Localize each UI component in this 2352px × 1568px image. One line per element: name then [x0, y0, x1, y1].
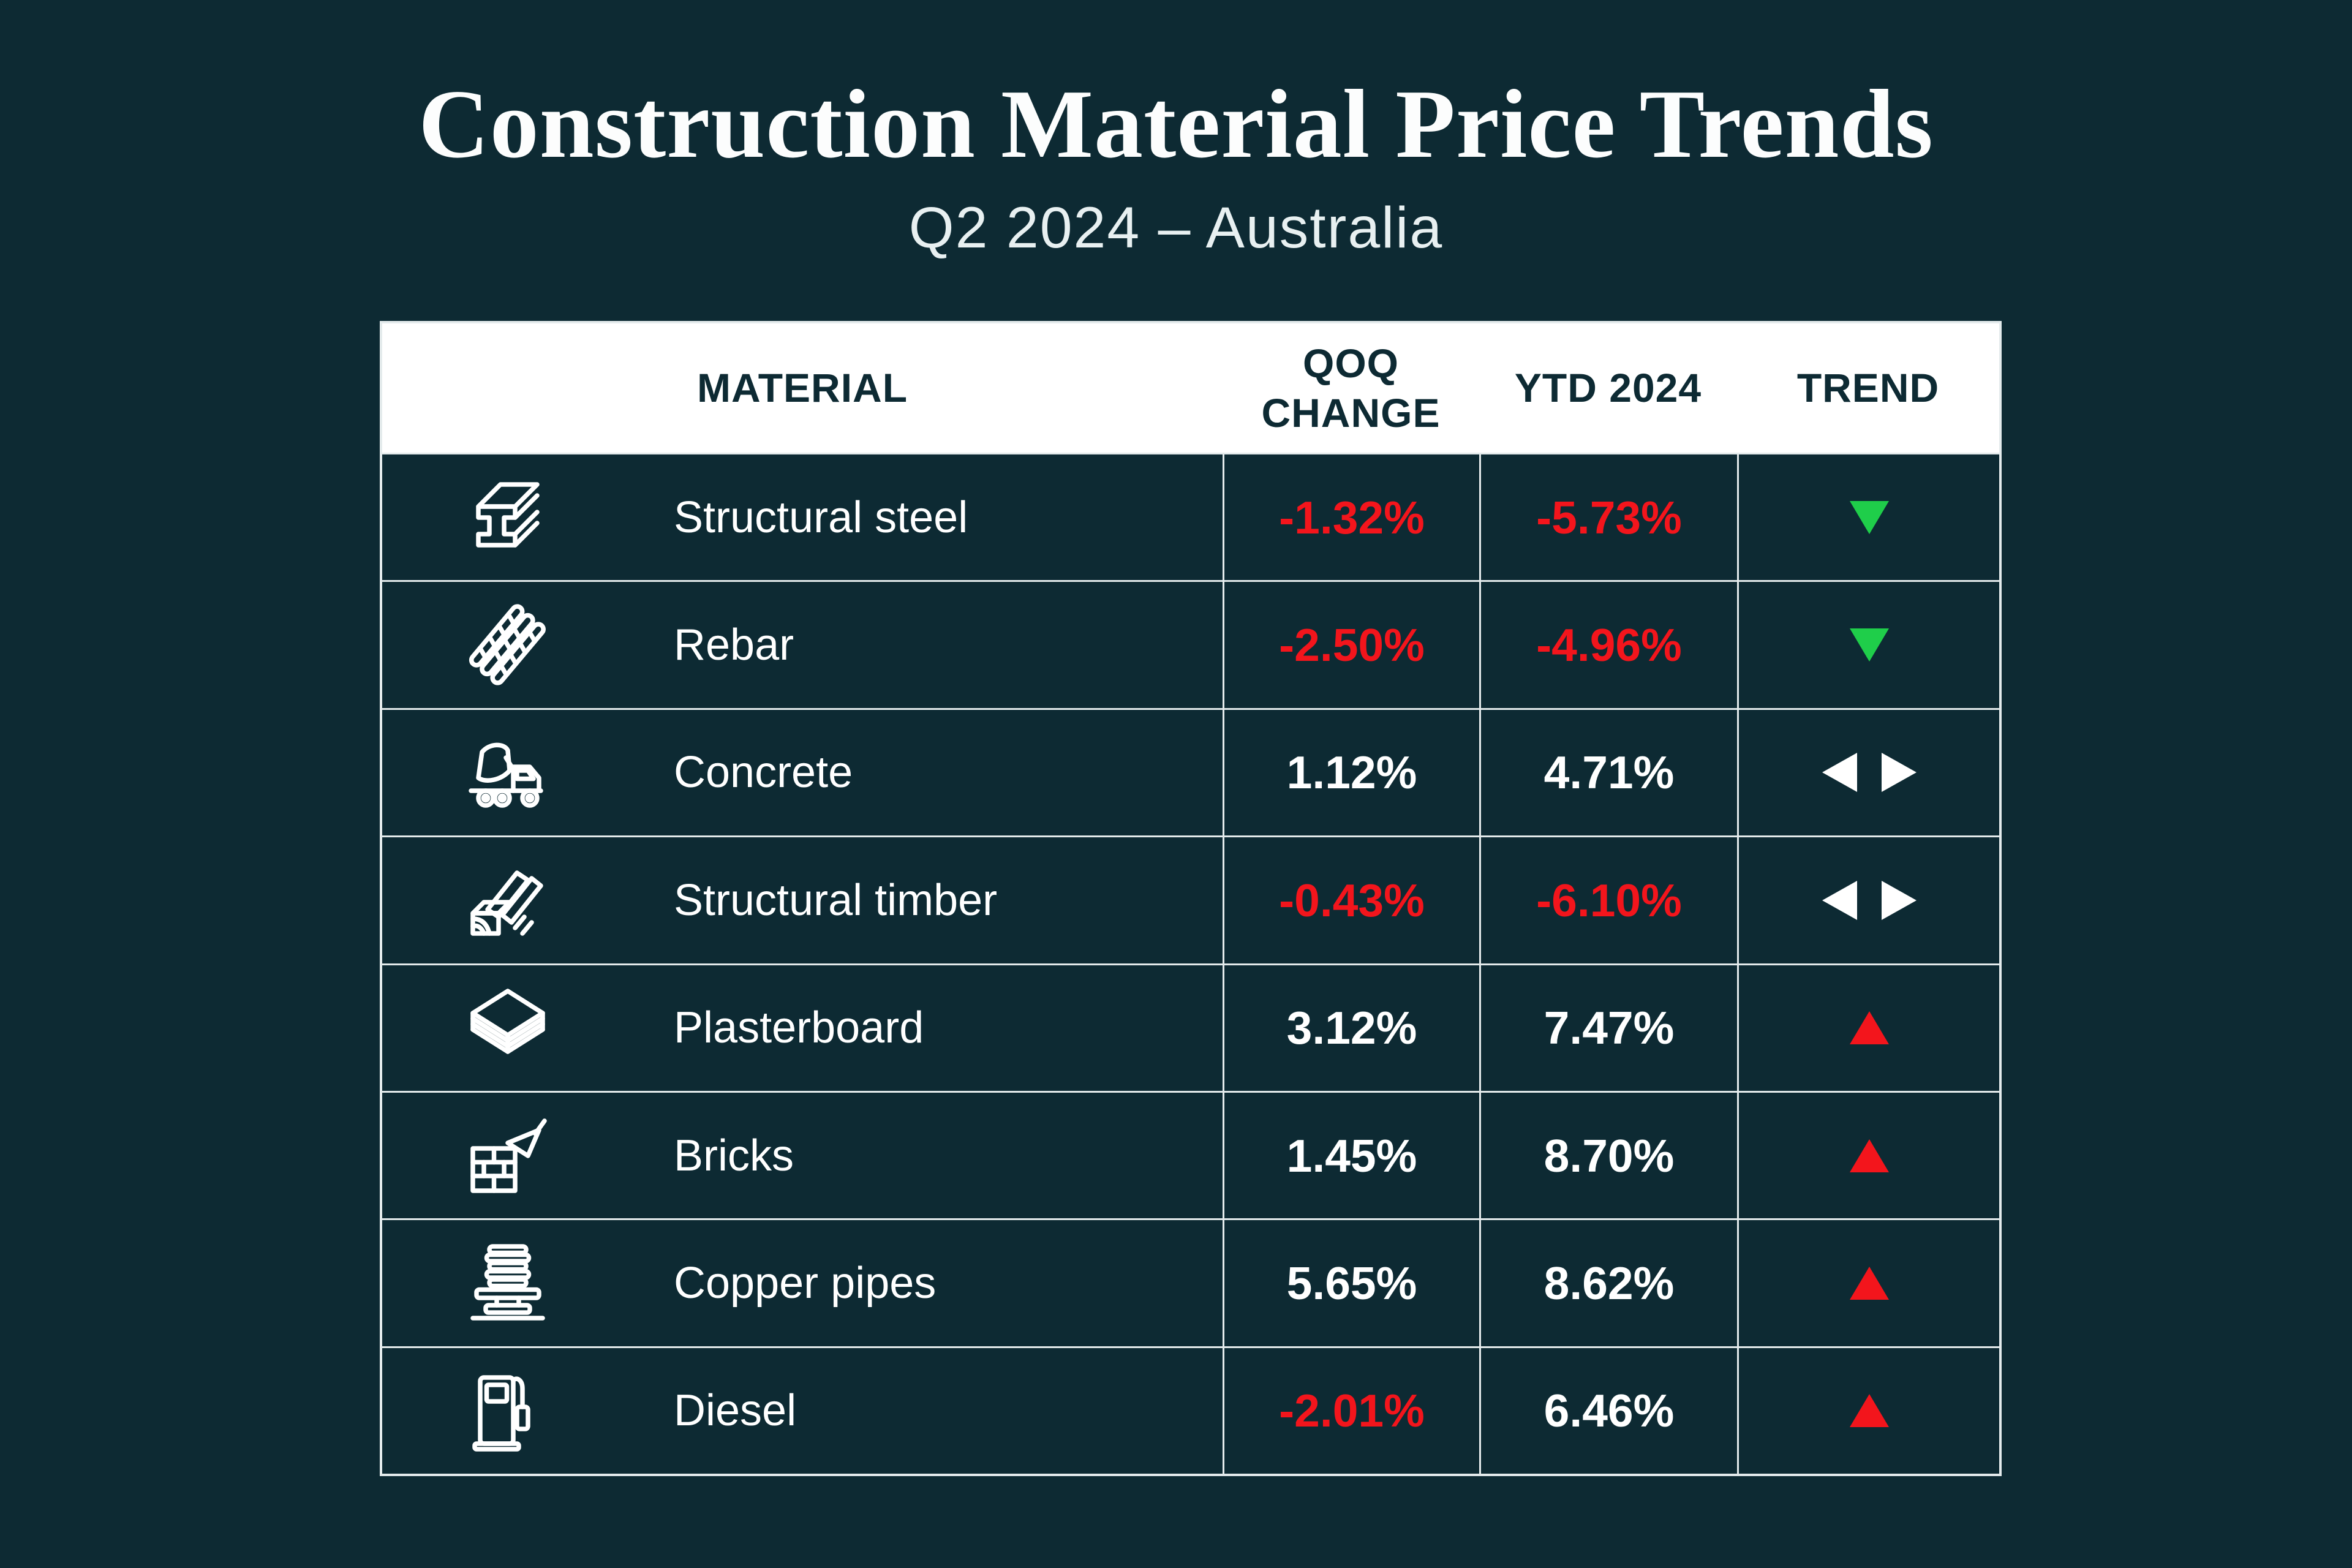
column-header-trend: TREND	[1796, 365, 1940, 411]
material-cell: Plasterboard	[382, 965, 1223, 1091]
trend-cell	[1737, 1220, 1999, 1346]
material-cell: Structural steel	[382, 454, 1223, 580]
page-title: Construction Material Price Trends	[418, 69, 1934, 178]
table-row: Structural timber -0.43% -6.10%	[382, 835, 1999, 963]
trend-down-icon	[1849, 628, 1889, 662]
column-header-qoq-change: QOQ CHANGE	[1261, 340, 1441, 435]
table-row: Structural steel -1.32% -5.73%	[382, 453, 1999, 581]
ytd-2024-value: 8.70%	[1544, 1129, 1675, 1182]
trend-up-icon	[1849, 1394, 1889, 1428]
page-subtitle: Q2 2024 – Australia	[908, 195, 1444, 260]
trend-cell	[1737, 1092, 1999, 1219]
timber-icon	[462, 854, 554, 946]
trend-cell	[1737, 965, 1999, 1091]
material-cell: Structural timber	[382, 837, 1223, 963]
qoq-change-value: 5.65%	[1286, 1257, 1417, 1309]
material-label: Structural timber	[674, 875, 998, 925]
trend-up-icon	[1849, 1139, 1889, 1172]
material-cell: Copper pipes	[382, 1220, 1223, 1346]
table-row: Concrete 1.12% 4.71%	[382, 707, 1999, 836]
qoq-change-value: 1.45%	[1286, 1129, 1417, 1182]
ytd-2024-value: -6.10%	[1536, 874, 1682, 926]
qoq-change-value: -0.43%	[1279, 874, 1425, 926]
table-row: Rebar -2.50% -4.96%	[382, 580, 1999, 708]
material-cell: Concrete	[382, 710, 1223, 835]
table-body: Structural steel -1.32% -5.73% Rebar -2.…	[382, 453, 1999, 1474]
table-header: MATERIAL QOQ CHANGE YTD 2024 TREND	[382, 323, 1999, 453]
qoq-change-value: -1.32%	[1279, 491, 1425, 543]
material-label: Structural steel	[674, 492, 968, 542]
material-label: Diesel	[674, 1386, 797, 1436]
material-label: Copper pipes	[674, 1258, 937, 1308]
trend-neutral-icon	[1822, 753, 1917, 793]
trend-cell	[1737, 709, 1999, 836]
table-row: Bricks 1.45% 8.70%	[382, 1090, 1999, 1219]
diesel-icon	[462, 1365, 554, 1457]
material-cell: Rebar	[382, 582, 1223, 707]
qoq-change-value: 1.12%	[1286, 747, 1417, 799]
trend-cell	[1737, 582, 1999, 708]
qoq-change-value: -2.50%	[1279, 619, 1425, 671]
material-label: Bricks	[674, 1131, 794, 1180]
column-header-ytd-2024: YTD 2024	[1514, 365, 1702, 411]
material-label: Concrete	[674, 748, 853, 797]
material-cell: Bricks	[382, 1093, 1223, 1218]
concrete-mixer-icon	[462, 726, 554, 818]
ytd-2024-value: -4.96%	[1536, 619, 1682, 671]
ytd-2024-value: 4.71%	[1544, 747, 1675, 799]
steel-beam-icon	[462, 472, 554, 564]
qoq-change-value: 3.12%	[1286, 1002, 1417, 1054]
material-label: Plasterboard	[674, 1003, 924, 1053]
trend-up-icon	[1849, 1011, 1889, 1045]
table-row: Copper pipes 5.65% 8.62%	[382, 1218, 1999, 1346]
trend-down-icon	[1849, 500, 1889, 534]
column-header-material: MATERIAL	[696, 365, 908, 411]
trend-neutral-icon	[1822, 880, 1917, 920]
ytd-2024-value: 8.62%	[1544, 1257, 1675, 1309]
ytd-2024-value: -5.73%	[1536, 491, 1682, 543]
trend-cell	[1737, 1348, 1999, 1474]
trend-cell	[1737, 454, 1999, 581]
bricks-icon	[462, 1110, 554, 1202]
material-cell: Diesel	[382, 1348, 1223, 1474]
price-table: MATERIAL QOQ CHANGE YTD 2024 TREND Structur…	[380, 321, 2002, 1476]
trend-up-icon	[1849, 1266, 1889, 1300]
trend-cell	[1737, 837, 1999, 963]
plasterboard-icon	[462, 982, 554, 1074]
material-label: Rebar	[674, 620, 794, 670]
rebar-icon	[462, 599, 554, 691]
table-row: Diesel -2.01% 6.46%	[382, 1346, 1999, 1474]
ytd-2024-value: 7.47%	[1544, 1002, 1675, 1054]
copper-pipes-icon	[462, 1237, 554, 1329]
table-row: Plasterboard 3.12% 7.47%	[382, 963, 1999, 1091]
qoq-change-value: -2.01%	[1279, 1385, 1425, 1437]
ytd-2024-value: 6.46%	[1544, 1385, 1675, 1437]
